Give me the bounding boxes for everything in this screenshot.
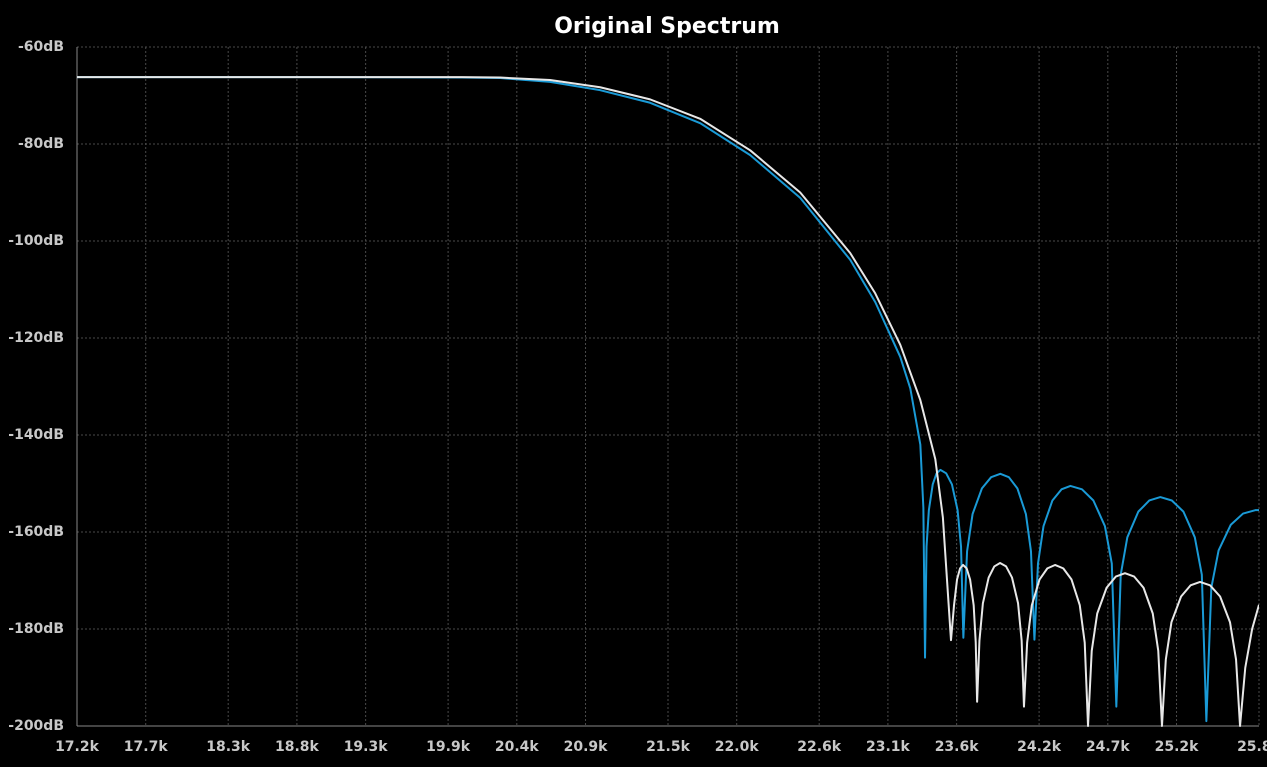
x-tick-label: 21.5k	[646, 739, 691, 755]
x-tick-label: 24.2k	[1017, 739, 1062, 755]
series-line	[77, 76, 1259, 727]
x-tick-label: 17.7k	[124, 739, 169, 755]
plot-area	[77, 76, 1259, 727]
y-tick-label: -100dB	[8, 233, 64, 249]
x-tick-label: 25.2k	[1155, 739, 1200, 755]
y-tick-label: -120dB	[8, 330, 64, 346]
x-tick-label: 19.9k	[426, 739, 471, 755]
x-tick-label: 22.6k	[797, 739, 842, 755]
chart-title: Original Spectrum	[554, 14, 780, 39]
x-tick-label: 20.9k	[564, 739, 609, 755]
x-tick-label: 23.6k	[935, 739, 980, 755]
y-tick-label: -80dB	[18, 136, 64, 152]
y-tick-label: -60dB	[18, 39, 64, 55]
x-tick-label: 18.3k	[206, 739, 251, 755]
series-line	[77, 76, 1259, 723]
x-tick-label: 22.0k	[715, 739, 760, 755]
x-tick-label: 25.8k	[1237, 739, 1267, 755]
x-tick-label: 19.3k	[344, 739, 389, 755]
y-tick-label: -140dB	[8, 427, 64, 443]
y-tick-label: -160dB	[8, 524, 64, 540]
x-tick-label: 17.2k	[55, 739, 100, 755]
y-tick-label: -200dB	[8, 718, 64, 734]
x-tick-label: 24.7k	[1086, 739, 1131, 755]
x-tick-label: 18.8k	[275, 739, 320, 755]
y-tick-label: -180dB	[8, 621, 64, 637]
x-tick-label: 23.1k	[866, 739, 911, 755]
x-tick-label: 20.4k	[495, 739, 540, 755]
